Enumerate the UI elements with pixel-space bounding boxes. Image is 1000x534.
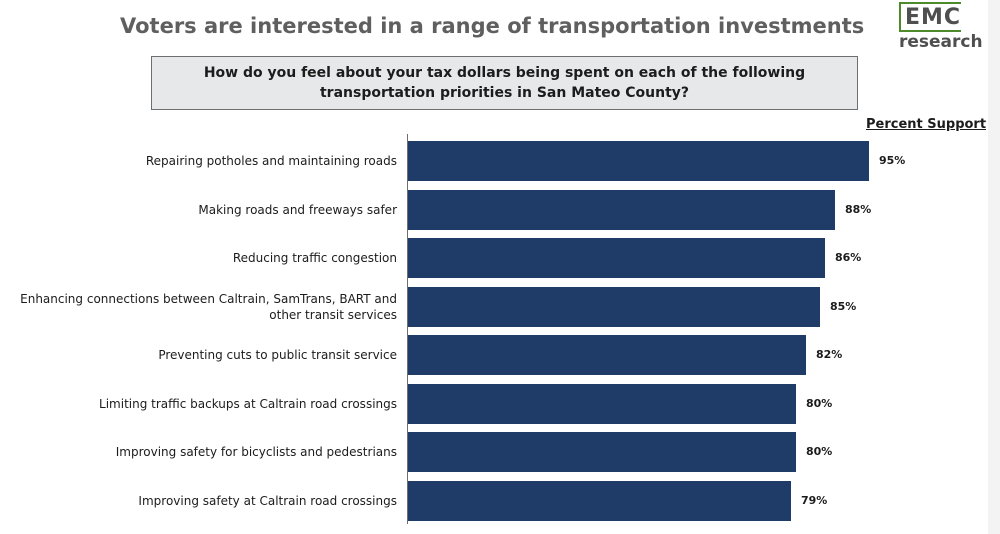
- category-label: Repairing potholes and maintaining roads: [145, 154, 397, 168]
- data-label: 95%: [879, 154, 906, 167]
- logo-emc-text: EMC: [899, 2, 961, 32]
- category-label: Reducing traffic congestion: [232, 251, 397, 265]
- emc-research-logo: EMC research: [893, 2, 985, 58]
- bar: [408, 190, 835, 230]
- data-label: 85%: [830, 300, 857, 313]
- bar: [408, 238, 825, 278]
- data-label: 79%: [801, 494, 828, 507]
- bar: [408, 432, 796, 472]
- bar: [408, 384, 796, 424]
- data-label: 82%: [816, 348, 843, 361]
- bar: [408, 335, 806, 375]
- data-label: 86%: [835, 251, 862, 264]
- data-label: 80%: [806, 397, 833, 410]
- data-label: 88%: [845, 203, 872, 216]
- category-label: Improving safety for bicyclists and pede…: [115, 445, 397, 459]
- bar: [408, 481, 791, 521]
- slide-title: Voters are interested in a range of tran…: [120, 14, 865, 38]
- category-label: Enhancing connections between Caltrain, …: [20, 292, 397, 322]
- category-label: Limiting traffic backups at Caltrain roa…: [99, 397, 397, 411]
- question-text: How do you feel about your tax dollars b…: [203, 65, 806, 101]
- data-label: 80%: [806, 445, 833, 458]
- category-axis-line: [407, 134, 408, 524]
- bar: [408, 287, 820, 327]
- bar: [408, 141, 869, 181]
- category-label: Making roads and freeways safer: [198, 203, 397, 217]
- question-box: How do you feel about your tax dollars b…: [151, 56, 858, 110]
- percent-support-header: Percent Support: [866, 117, 987, 132]
- category-label: Preventing cuts to public transit servic…: [158, 348, 397, 362]
- logo-research-text: research: [899, 32, 983, 52]
- window-edge: [988, 0, 1000, 534]
- category-label: Improving safety at Caltrain road crossi…: [138, 494, 397, 508]
